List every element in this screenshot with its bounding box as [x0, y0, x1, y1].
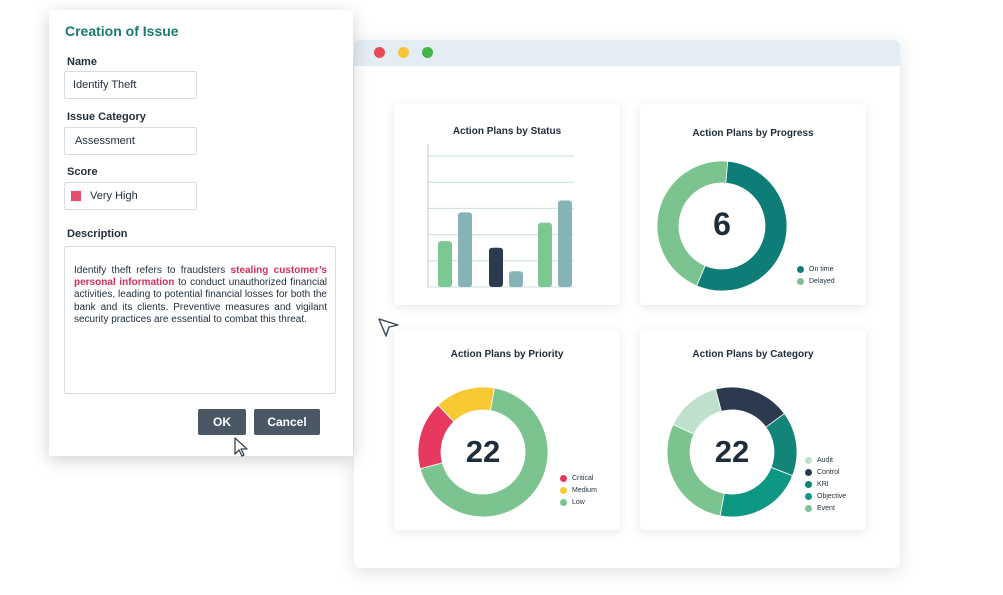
minimize-window-button[interactable] — [398, 47, 409, 58]
bar — [538, 222, 552, 287]
score-value: Very High — [90, 190, 138, 202]
priority-legend: Critical Medium Low — [560, 472, 597, 508]
name-field[interactable]: Identify Theft — [64, 71, 197, 99]
name-label: Name — [67, 56, 97, 68]
bar — [509, 271, 523, 287]
legend-label: Control — [817, 468, 840, 476]
legend-swatch — [805, 492, 812, 500]
name-field-value: Identify Theft — [73, 79, 137, 91]
donut-slice-low — [419, 387, 549, 518]
legend-label: KRI — [817, 480, 829, 488]
legend-swatch — [560, 474, 567, 482]
legend-swatch — [805, 480, 812, 488]
priority-chart-card: Action Plans by Priority 22 Critical Medi… — [394, 330, 620, 530]
description-text-start: Identify theft refers to fraudsters — [74, 265, 231, 276]
progress-chart-card: Action Plans by Progress 6 On time Delaye… — [640, 104, 866, 305]
bar — [458, 212, 472, 287]
category-center-value: 22 — [714, 434, 750, 469]
legend-swatch — [805, 504, 812, 512]
legend-swatch — [797, 277, 804, 285]
cancel-button[interactable]: Cancel — [254, 409, 320, 435]
priority-center-value: 22 — [465, 434, 501, 469]
bar — [558, 200, 572, 287]
legend-label: Event — [817, 504, 835, 512]
issue-category-field[interactable]: Assessment — [64, 127, 197, 155]
legend-item: Low — [560, 496, 597, 508]
progress-center-value: 6 — [713, 206, 731, 242]
issue-category-value: Assessment — [75, 135, 135, 147]
legend-label: Critical — [572, 474, 594, 482]
legend-label: Objective — [817, 492, 847, 500]
description-highlight: stealing customer’s personal information — [74, 265, 327, 289]
status-chart-title: Action Plans by Status — [452, 126, 562, 137]
legend-item: Control — [805, 466, 846, 478]
bar — [489, 247, 503, 287]
legend-label: Audit — [817, 456, 833, 464]
progress-donut-chart — [656, 160, 788, 292]
score-label: Score — [67, 166, 98, 178]
close-window-button[interactable] — [374, 47, 385, 58]
legend-swatch — [797, 265, 804, 273]
issue-category-label: Issue Category — [67, 111, 146, 123]
legend-item: KRI — [805, 478, 846, 490]
legend-item: Delayed — [797, 275, 835, 287]
legend-item: Critical — [560, 472, 597, 484]
category-donut-chart — [666, 386, 798, 518]
creation-of-issue-dialog: Creation of Issue Name Identify Theft Is… — [49, 10, 353, 456]
legend-item: Objective — [805, 490, 846, 502]
status-chart-card: Action Plans by Status — [394, 104, 620, 305]
category-chart-card: Action Plans by Category 22 Audit Control… — [640, 330, 866, 530]
progress-chart-title: Action Plans by Progress — [692, 128, 814, 139]
legend-swatch — [560, 498, 567, 506]
legend-swatch — [805, 456, 812, 464]
donut-slice-objective — [719, 466, 794, 518]
donut-slice-on-time — [696, 160, 788, 292]
legend-label: Medium — [572, 486, 597, 494]
legend-swatch — [805, 468, 812, 476]
legend-label: On time — [809, 265, 834, 273]
status-bar-chart — [427, 144, 574, 288]
description-label: Description — [67, 228, 128, 240]
score-field[interactable]: Very High — [64, 182, 197, 210]
maximize-window-button[interactable] — [422, 47, 433, 58]
legend-item: Audit — [805, 454, 846, 466]
legend-label: Low — [572, 498, 585, 506]
donut-slice-event — [666, 423, 725, 517]
window-titlebar — [354, 40, 900, 66]
category-chart-title: Action Plans by Category — [692, 349, 814, 360]
send-arrow-icon — [378, 318, 399, 337]
legend-label: Delayed — [809, 277, 835, 285]
description-textarea[interactable]: Identify theft refers to fraudsters stea… — [64, 246, 336, 394]
priority-chart-title: Action Plans by Priority — [450, 349, 564, 360]
legend-item: Medium — [560, 484, 597, 496]
legend-swatch — [560, 486, 567, 494]
dialog-title: Creation of Issue — [65, 23, 179, 39]
legend-item: Event — [805, 502, 846, 514]
dashboard-window: Action Plans by Status Action Plans by P… — [354, 40, 900, 568]
priority-donut-chart — [417, 386, 549, 518]
legend-item: On time — [797, 263, 835, 275]
description-text-end: to conduct unauthorized financial activi… — [74, 277, 328, 325]
mouse-pointer-icon — [234, 437, 248, 457]
progress-legend: On time Delayed — [797, 263, 835, 287]
donut-slice-delayed — [656, 160, 729, 287]
category-legend: Audit Control KRI Objective Event — [805, 454, 846, 514]
score-color-swatch — [71, 191, 81, 201]
bar — [438, 241, 452, 287]
ok-button[interactable]: OK — [198, 409, 246, 435]
